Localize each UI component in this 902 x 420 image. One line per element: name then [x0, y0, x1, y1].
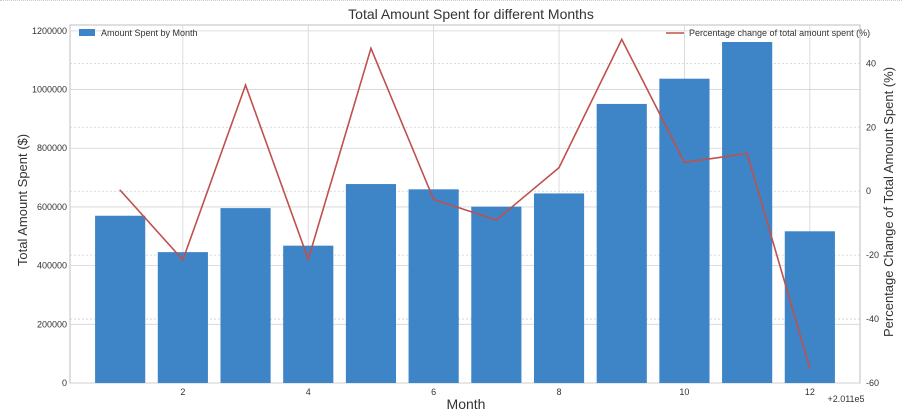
y-left-tick-label: 1200000: [32, 26, 67, 36]
y-left-tick-label: 0: [62, 378, 67, 388]
x-tick-label: 8: [557, 387, 562, 397]
y-right-tick-label: 40: [866, 58, 876, 68]
legend-right: Percentage change of total amount spent …: [666, 28, 870, 38]
y-right-tick-label: 0: [866, 186, 871, 196]
line-series: [119, 37, 811, 370]
bar: [471, 206, 522, 383]
legend-left: Amount Spent by Month: [79, 28, 198, 38]
y-left-tick-label: 1000000: [32, 85, 67, 95]
y-left-tick-label: 600000: [37, 202, 67, 212]
y-axis-right-label: Percentage Change of Total Amount Spent …: [881, 67, 896, 337]
bar: [220, 208, 271, 383]
line-point: [809, 367, 811, 370]
legend-right-label: Percentage change of total amount spent …: [689, 28, 870, 38]
line-point: [746, 152, 748, 155]
y-right-tick-label: 20: [866, 122, 876, 132]
bar: [659, 78, 710, 383]
chart-title: Total Amount Spent for different Months: [348, 6, 594, 22]
x-tick-label: 4: [306, 387, 311, 397]
legend-left-label: Amount Spent by Month: [101, 28, 198, 38]
bars: [95, 42, 835, 383]
x-axis-label: Month: [447, 396, 486, 412]
y-right-tick-label: -20: [866, 250, 879, 260]
y-right-tick-label: -60: [866, 378, 879, 388]
x-tick-label: 6: [431, 387, 436, 397]
bar: [596, 103, 647, 383]
bar: [784, 231, 835, 383]
bar: [157, 252, 208, 383]
line-point: [370, 47, 372, 50]
bar: [283, 245, 334, 383]
line-point: [119, 189, 121, 192]
bar: [95, 215, 146, 383]
line-point: [683, 161, 686, 164]
line-point: [495, 219, 498, 221]
legend-left-swatch: [79, 29, 95, 36]
line-point: [620, 38, 623, 41]
x-tick-label: 10: [679, 387, 689, 397]
line-point: [307, 258, 310, 261]
y-left-tick-label: 800000: [37, 143, 67, 153]
bar: [408, 189, 459, 383]
line-point: [244, 84, 247, 86]
bar: [533, 193, 585, 383]
y-axis-left-label: Total Amount Spent ($): [15, 134, 30, 266]
bar: [345, 184, 397, 383]
line-point: [182, 259, 184, 261]
x-tick-label: 2: [180, 387, 185, 397]
top-border: [0, 0, 902, 4]
x-offset-label: +2.011e5: [827, 394, 864, 404]
y-left-tick-label: 400000: [37, 261, 67, 271]
x-tick-label: 12: [805, 387, 815, 397]
axes: 2 4 6 8 10 12 0 200000 400000 600000 800000 1000000…: [32, 26, 879, 397]
line-point: [558, 166, 560, 169]
y-right-tick-label: -40: [866, 314, 879, 324]
y-left-tick-label: 200000: [37, 319, 67, 329]
percentage-change-line: [119, 37, 811, 369]
line-point: [432, 198, 435, 201]
